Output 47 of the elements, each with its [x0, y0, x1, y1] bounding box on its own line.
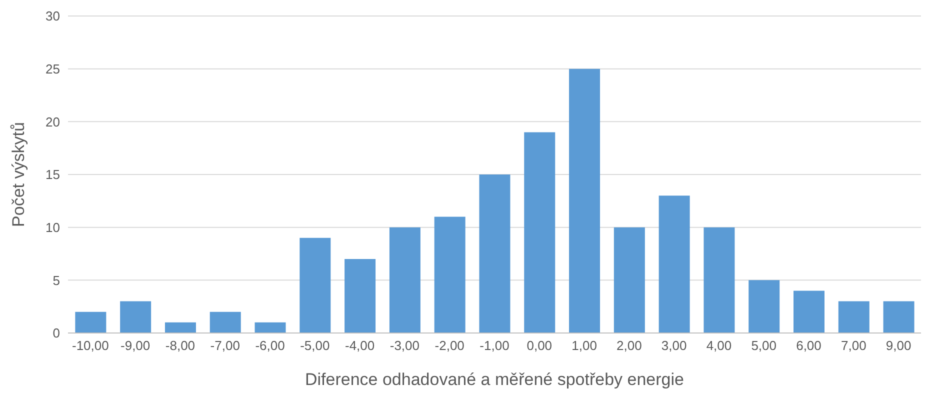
bar	[883, 301, 914, 333]
x-tick-label: -5,00	[300, 338, 330, 354]
bar	[704, 227, 735, 333]
x-tick-label: -3,00	[390, 338, 420, 354]
x-tick-label: -1,00	[480, 338, 510, 354]
x-tick-label: -9,00	[120, 338, 150, 354]
bar	[524, 132, 556, 333]
x-tick-label: -4,00	[344, 338, 375, 354]
x-tick-label: 9,00	[886, 338, 912, 354]
x-tick-label: 6,00	[796, 338, 822, 354]
bar	[434, 216, 466, 333]
x-tick-label: -8,00	[165, 338, 196, 354]
y-tick-label: 5	[52, 272, 60, 288]
bar	[479, 174, 510, 333]
bar	[75, 312, 106, 333]
x-tick-label: -2,00	[434, 338, 464, 354]
bar	[614, 227, 645, 333]
y-axis-title: Počet výskytů	[9, 122, 28, 227]
bar	[164, 322, 196, 333]
bar	[658, 196, 690, 333]
y-tick-label: 0	[52, 326, 60, 341]
x-tick-label: 7,00	[841, 338, 866, 354]
x-tick-label: -6,00	[255, 338, 285, 354]
x-tick-label: 4,00	[706, 338, 732, 354]
x-axis-title: Diference odhadované a měřené spotřeby energie	[305, 370, 684, 389]
x-tick-label: 1,00	[572, 338, 597, 354]
bar	[344, 259, 376, 333]
y-tick-label: 15	[46, 167, 60, 182]
y-tick-label: 20	[46, 114, 60, 130]
x-tick-label: 5,00	[751, 338, 777, 354]
x-tick-label: 3,00	[661, 338, 687, 354]
bar	[569, 68, 600, 333]
x-tick-label: 0,00	[526, 338, 552, 354]
bar	[389, 227, 420, 333]
bar	[300, 238, 331, 333]
bar	[254, 322, 286, 333]
bar	[838, 301, 870, 333]
x-tick-label: -10,00	[72, 338, 109, 354]
y-tick-label: 30	[46, 8, 60, 24]
x-tick-label: 2,00	[616, 338, 642, 354]
bar	[794, 290, 824, 333]
bar	[120, 301, 152, 333]
x-tick-label: -7,00	[210, 338, 240, 354]
bar	[748, 280, 780, 333]
y-tick-label: 25	[46, 61, 60, 76]
bar	[210, 312, 241, 333]
y-tick-label: 10	[46, 220, 60, 235]
